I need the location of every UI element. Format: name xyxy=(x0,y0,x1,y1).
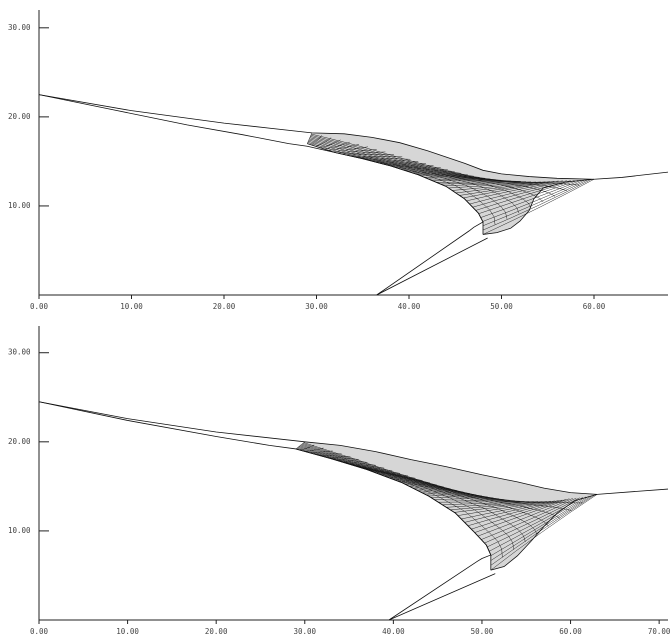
x-tick-label: 30.00 xyxy=(293,627,316,636)
mesh-line xyxy=(482,179,595,235)
mesh-chord-line xyxy=(301,443,561,519)
mesh-line xyxy=(489,496,587,552)
lower-boundary-line xyxy=(38,401,492,621)
x-tick-label: 30.00 xyxy=(305,302,328,311)
mesh-chord-line xyxy=(300,444,549,527)
y-tick-label: 10.00 xyxy=(8,526,31,535)
tail-edge-line xyxy=(388,573,496,621)
mesh-line xyxy=(463,180,559,199)
mesh-chord-line xyxy=(308,139,520,214)
mesh-chord-line xyxy=(311,133,580,186)
mesh-chord-line xyxy=(302,443,572,511)
inner-boundary-line xyxy=(490,493,598,571)
inner-boundary-line xyxy=(482,178,595,235)
mesh-chord-line xyxy=(296,447,503,558)
lower-boundary-line xyxy=(38,94,484,296)
x-tick-label: 70.00 xyxy=(648,627,671,636)
x-tick-label: 20.00 xyxy=(205,627,228,636)
mesh-line xyxy=(469,180,567,205)
upper-boundary-line xyxy=(38,401,669,495)
mesh-line xyxy=(482,179,589,226)
y-tick-label: 10.00 xyxy=(8,201,31,210)
x-tick-label: 60.00 xyxy=(559,627,582,636)
mesh-line xyxy=(490,495,592,561)
x-tick-label: 60.00 xyxy=(583,302,606,311)
mesh-chord-line xyxy=(298,446,526,542)
y-tick-label: 20.00 xyxy=(8,112,31,121)
mesh-chord-line xyxy=(310,136,556,197)
tail-edge-line xyxy=(376,237,488,296)
mesh-chord-line xyxy=(307,142,496,225)
x-tick-label: 10.00 xyxy=(120,302,143,311)
mesh-line xyxy=(295,441,305,450)
mesh-line xyxy=(471,499,566,530)
x-tick-label: 50.00 xyxy=(471,627,494,636)
y-tick-label: 30.00 xyxy=(8,23,31,32)
x-tick-label: 10.00 xyxy=(116,627,139,636)
mesh-line xyxy=(467,499,563,526)
mesh-line xyxy=(341,151,386,155)
y-tick-label: 20.00 xyxy=(8,437,31,446)
mesh-line xyxy=(311,135,322,146)
mesh-line xyxy=(307,132,313,144)
x-tick-label: 0.00 xyxy=(30,627,49,636)
x-tick-label: 50.00 xyxy=(490,302,513,311)
mesh-line xyxy=(487,497,584,548)
mesh-chord-line xyxy=(309,137,544,203)
mesh-line xyxy=(484,497,580,544)
mesh-line xyxy=(466,180,563,202)
leading-edge-line xyxy=(295,448,492,571)
leading-edge-line xyxy=(307,143,484,235)
mesh-region-fill xyxy=(295,441,598,571)
x-tick-label: 0.00 xyxy=(30,302,49,311)
mesh-chord-line xyxy=(310,135,568,191)
mesh-chord-line xyxy=(299,445,538,535)
mesh-line xyxy=(337,149,377,154)
mesh-chord-line xyxy=(303,442,584,504)
mesh-line xyxy=(482,179,585,222)
mesh-line xyxy=(490,494,598,571)
x-tick-label: 40.00 xyxy=(382,627,405,636)
mesh-line xyxy=(332,146,368,153)
mesh-chord-line xyxy=(308,141,508,219)
upper-boundary-line xyxy=(38,94,669,180)
mesh-chord-line xyxy=(309,138,532,208)
x-tick-label: 40.00 xyxy=(398,302,421,311)
bottom-plot-panel: 0.00 10.00 20.00 30.00 40.00 50.00 60.00 70.00 1… xyxy=(8,326,671,636)
mesh-chord-line xyxy=(297,447,515,550)
y-tick-label: 30.00 xyxy=(8,348,31,357)
top-plot-panel: 0.00 10.00 20.00 30.00 40.00 50.00 60.00 10.00 2… xyxy=(8,10,669,311)
x-tick-label: 20.00 xyxy=(213,302,236,311)
mesh-line xyxy=(482,179,592,231)
